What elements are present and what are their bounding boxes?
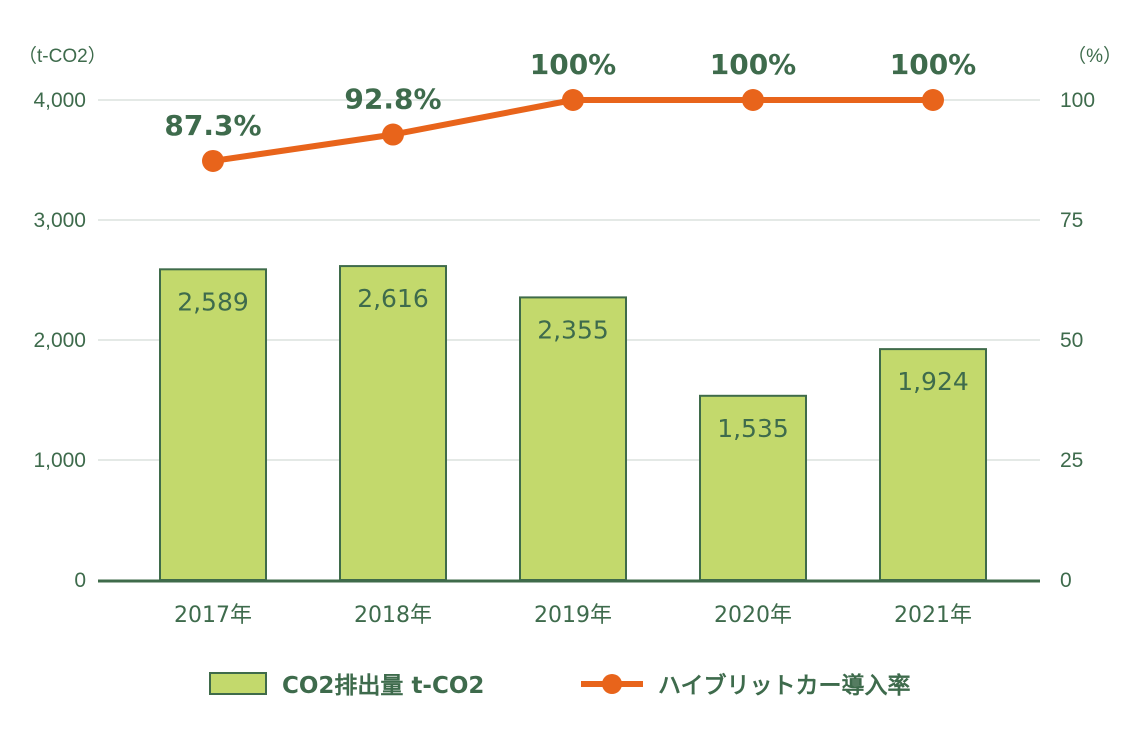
- line-series-hybrid-rate: [202, 89, 944, 172]
- line-value-label: 92.8%: [344, 83, 441, 116]
- left-axis-tick-label: 0: [74, 569, 86, 592]
- bar: [159, 268, 267, 581]
- line-point: [562, 89, 584, 111]
- bar-value-label: 2,589: [177, 287, 249, 316]
- legend: CO2排出量 t-CO2 ハイブリットカー導入率: [209, 672, 911, 699]
- line-value-label: 100%: [530, 48, 617, 81]
- legend-bar-swatch: [209, 672, 267, 695]
- left-axis-tick-label: 2,000: [33, 329, 86, 352]
- chart-labels: 0 0 1,000 25 2,000 50 3,000 75 4,000 100 2,589 2017…: [33, 48, 1095, 628]
- category-label: 2021年: [894, 603, 972, 628]
- right-axis-unit: （%）: [1067, 45, 1122, 67]
- bar: [879, 348, 987, 581]
- category-label: 2017年: [174, 603, 252, 628]
- line-point: [742, 89, 764, 111]
- category-label: 2018年: [354, 603, 432, 628]
- left-axis-unit: （t-CO2）: [18, 45, 107, 67]
- left-axis-tick-label: 1,000: [33, 449, 86, 472]
- category-label: 2020年: [714, 603, 792, 628]
- right-axis-tick-label: 25: [1060, 449, 1083, 472]
- legend-line-marker: [602, 674, 622, 694]
- bar-value-label: 1,535: [717, 414, 789, 443]
- line-point: [922, 89, 944, 111]
- bar-value-label: 2,355: [537, 315, 609, 344]
- bar-series-co2: [159, 265, 987, 581]
- legend-line-label: ハイブリットカー導入率: [658, 672, 911, 699]
- line-point: [202, 149, 224, 172]
- bar-value-label: 1,924: [897, 367, 969, 396]
- left-axis-tick-label: 3,000: [33, 209, 86, 232]
- bar: [699, 394, 807, 581]
- right-axis-tick-label: 75: [1060, 209, 1083, 232]
- right-axis-tick-label: 100: [1060, 89, 1095, 112]
- category-label: 2019年: [534, 603, 612, 628]
- line-point: [382, 123, 404, 146]
- line-value-label: 100%: [890, 48, 977, 81]
- bar-value-label: 2,616: [357, 284, 429, 313]
- left-axis-tick-label: 4,000: [33, 89, 86, 112]
- line-value-label: 100%: [710, 48, 797, 81]
- bar: [339, 265, 447, 581]
- legend-bar-label: CO2排出量 t-CO2: [282, 673, 484, 699]
- right-axis-tick-label: 50: [1060, 329, 1083, 352]
- right-axis-tick-label: 0: [1060, 569, 1072, 592]
- line-value-label: 87.3%: [164, 109, 261, 142]
